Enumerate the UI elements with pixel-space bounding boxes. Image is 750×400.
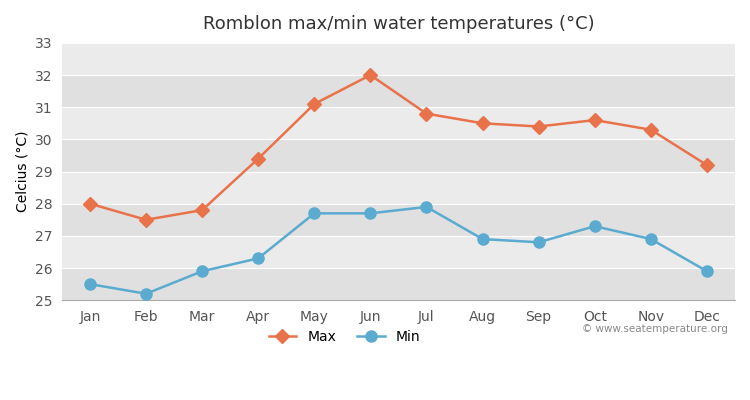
Min [646, 237, 656, 242]
Text: © www.seatemperature.org: © www.seatemperature.org [583, 324, 728, 334]
Min [534, 240, 543, 245]
Min [142, 291, 151, 296]
Title: Romblon max/min water temperatures (°C): Romblon max/min water temperatures (°C) [202, 15, 594, 33]
Min [198, 269, 207, 274]
Max [198, 208, 207, 212]
Legend: Max, Min: Max, Min [263, 325, 426, 350]
Line: Max: Max [85, 70, 712, 225]
Min [310, 211, 319, 216]
Min [86, 282, 94, 286]
Bar [62, 172, 735, 204]
Bar [62, 75, 735, 107]
Max [310, 102, 319, 106]
Bar [62, 268, 735, 300]
Min [478, 237, 487, 242]
Bar [62, 139, 735, 172]
Min [254, 256, 262, 261]
Min [366, 211, 375, 216]
Max [254, 156, 262, 161]
Min [422, 204, 431, 209]
Max [646, 127, 656, 132]
Min [703, 269, 712, 274]
Max [534, 124, 543, 129]
Min [590, 224, 599, 229]
Bar [62, 204, 735, 236]
Y-axis label: Celcius (°C): Celcius (°C) [15, 131, 29, 212]
Max [422, 111, 431, 116]
Bar [62, 43, 735, 75]
Max [590, 118, 599, 122]
Bar [62, 236, 735, 268]
Max [703, 163, 712, 168]
Max [86, 201, 94, 206]
Bar [62, 107, 735, 139]
Max [142, 217, 151, 222]
Max [366, 73, 375, 78]
Max [478, 121, 487, 126]
Line: Min: Min [85, 201, 712, 299]
